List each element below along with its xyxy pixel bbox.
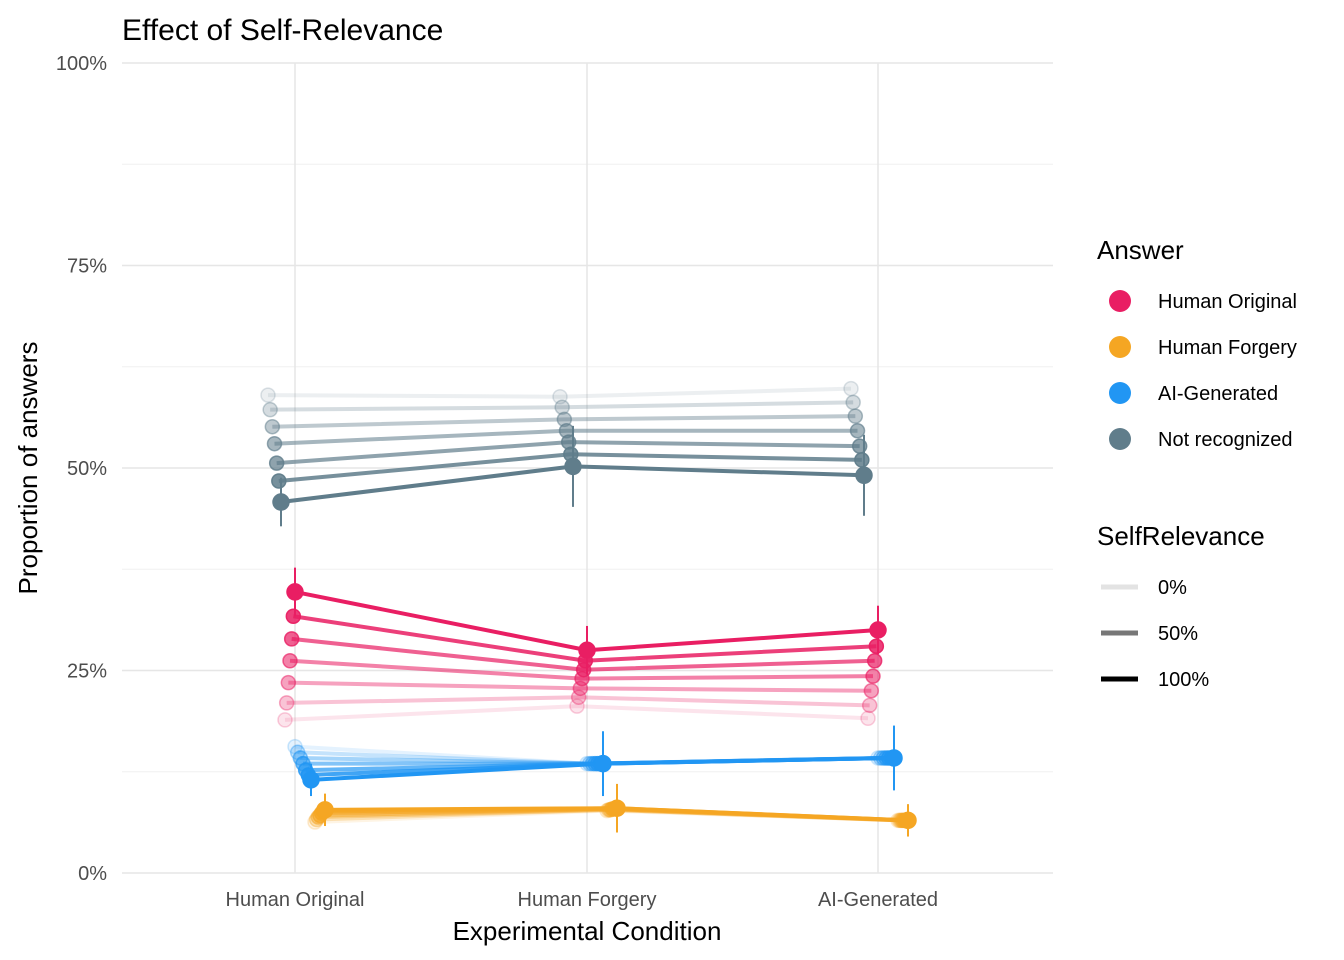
data-point xyxy=(277,712,293,728)
legend-label: 100% xyxy=(1158,669,1209,691)
series-human-forgery xyxy=(307,783,917,837)
x-axis-title: Experimental Condition xyxy=(453,916,722,946)
data-point xyxy=(855,466,873,485)
data-point xyxy=(271,473,287,489)
data-point xyxy=(854,452,870,468)
data-point xyxy=(280,674,297,691)
data-point xyxy=(552,388,568,405)
data-point xyxy=(845,394,861,411)
x-tick-label: Human Original xyxy=(226,889,365,911)
data-point xyxy=(554,399,570,415)
data-point xyxy=(278,695,295,711)
data-point xyxy=(885,749,903,767)
data-point xyxy=(843,380,859,397)
series-line xyxy=(272,414,856,429)
y-tick-label: 100% xyxy=(56,53,107,75)
data-point xyxy=(847,408,864,424)
legend-label: Human Original xyxy=(1158,291,1297,313)
legend-self-relevance-title: SelfRelevance xyxy=(1097,521,1265,551)
data-point xyxy=(262,401,278,418)
series-human-original xyxy=(277,567,887,728)
legend-key-dot xyxy=(1109,290,1131,312)
data-point xyxy=(285,608,302,624)
legend-label: Human Forgery xyxy=(1158,337,1297,359)
chart-marks xyxy=(260,380,917,837)
data-point xyxy=(608,799,626,817)
series-line xyxy=(286,695,870,708)
legend-self-relevance: SelfRelevance 0% 50% 100% xyxy=(1097,521,1265,691)
data-point xyxy=(564,457,582,476)
legend-label: 0% xyxy=(1158,577,1187,599)
data-point xyxy=(868,638,885,654)
y-axis-title: Proportion of answers xyxy=(13,342,43,595)
legend-key-dot xyxy=(1109,428,1131,450)
y-tick-label: 50% xyxy=(67,458,107,480)
series-not-recognized xyxy=(260,380,873,527)
legend-label: Not recognized xyxy=(1158,429,1293,451)
series-ai-generated xyxy=(287,725,903,797)
series-line xyxy=(284,704,869,722)
legend-answer-title: Answer xyxy=(1097,235,1184,265)
data-point xyxy=(316,801,334,819)
series-line xyxy=(288,680,872,693)
data-point xyxy=(302,771,320,789)
legend-key-dot xyxy=(1109,382,1131,404)
data-point xyxy=(869,621,887,639)
legend-label: 50% xyxy=(1158,623,1198,645)
data-point xyxy=(860,710,876,727)
x-tick-label: AI-Generated xyxy=(818,889,938,911)
series-line xyxy=(267,386,852,399)
data-point xyxy=(569,698,585,714)
data-point xyxy=(861,697,878,714)
y-tick-label: 0% xyxy=(78,863,107,885)
chart-title: Effect of Self-Relevance xyxy=(122,14,443,47)
y-tick-label: 25% xyxy=(67,661,107,683)
series-line xyxy=(270,400,854,412)
data-point xyxy=(286,583,304,601)
data-point xyxy=(865,668,881,684)
data-point xyxy=(282,653,298,669)
x-tick-label: Human Forgery xyxy=(518,889,657,911)
y-tick-label: 75% xyxy=(67,256,107,278)
data-point xyxy=(266,435,283,452)
data-point xyxy=(863,683,880,699)
data-point xyxy=(260,387,276,403)
legend-key-dot xyxy=(1109,336,1131,358)
data-point xyxy=(264,418,281,435)
data-point xyxy=(272,493,290,511)
data-point xyxy=(594,754,612,773)
data-point xyxy=(283,631,300,647)
data-point xyxy=(268,455,285,471)
axis-ticks: 0% 25% 50% 75% 100% Human Original Human Forge… xyxy=(56,53,938,911)
data-point xyxy=(899,811,917,830)
legend-label: AI-Generated xyxy=(1158,383,1278,405)
data-point xyxy=(866,653,883,669)
data-point xyxy=(849,422,866,439)
legend-answer: Answer Human Original Human Forgery AI-Gen… xyxy=(1097,235,1297,451)
data-point xyxy=(578,641,596,659)
